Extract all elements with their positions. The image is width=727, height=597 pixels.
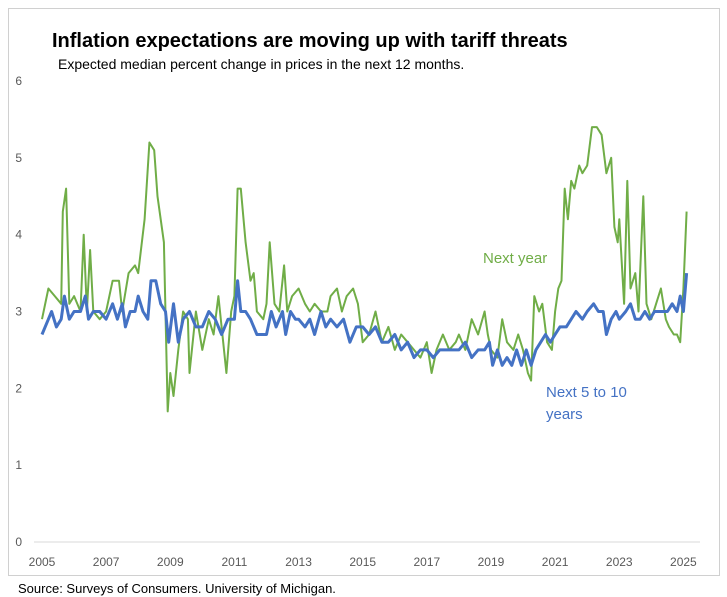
series-line-next-5-to-10-years xyxy=(40,272,689,367)
annotation-next-5-10-line1: Next 5 to 10 xyxy=(546,384,627,401)
y-tick-label: 0 xyxy=(15,535,22,549)
x-tick-label: 2009 xyxy=(157,555,184,569)
x-tick-label: 2025 xyxy=(670,555,697,569)
x-tick-label: 2013 xyxy=(285,555,312,569)
chart-subtitle: Expected median percent change in prices… xyxy=(58,56,465,72)
x-tick-label: 2021 xyxy=(542,555,569,569)
source-note: Source: Surveys of Consumers. University… xyxy=(18,581,336,596)
x-tick-label: 2007 xyxy=(93,555,120,569)
x-tick-label: 2019 xyxy=(478,555,505,569)
x-axis-ticks: 2005 2007 2009 2011 2013 2015 2017 2019 2021 2023… xyxy=(29,555,697,569)
x-tick-label: 2005 xyxy=(29,555,56,569)
y-tick-label: 6 xyxy=(15,74,22,88)
x-tick-label: 2015 xyxy=(349,555,376,569)
series-line-next-year xyxy=(41,126,688,413)
y-axis-ticks: 0 1 2 3 4 5 6 xyxy=(15,74,22,549)
source-text: Surveys of Consumers. University of Mich… xyxy=(66,581,336,596)
x-tick-label: 2011 xyxy=(222,555,248,569)
series-layer xyxy=(40,126,689,413)
y-tick-label: 1 xyxy=(15,458,22,472)
x-tick-label: 2017 xyxy=(413,555,440,569)
annotation-next-5-10-line2: years xyxy=(546,406,583,423)
y-tick-label: 4 xyxy=(15,228,22,242)
chart-frame xyxy=(8,8,720,576)
chart-title: Inflation expectations are moving up wit… xyxy=(52,30,568,52)
y-tick-label: 2 xyxy=(15,381,22,395)
y-tick-label: 3 xyxy=(15,305,22,319)
annotation-next-year: Next year xyxy=(483,250,547,267)
y-tick-label: 5 xyxy=(15,151,22,165)
x-tick-label: 2023 xyxy=(606,555,633,569)
